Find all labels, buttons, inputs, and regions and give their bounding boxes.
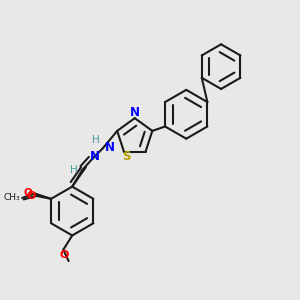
Text: CH₃: CH₃: [3, 194, 20, 202]
Text: O: O: [24, 188, 32, 199]
Text: H: H: [92, 135, 100, 145]
Text: N: N: [130, 106, 140, 119]
Text: S: S: [122, 150, 130, 164]
Text: O: O: [59, 250, 69, 260]
Text: N: N: [104, 141, 114, 154]
Text: H: H: [70, 165, 78, 175]
Text: N: N: [90, 150, 100, 163]
Text: O: O: [26, 191, 36, 201]
